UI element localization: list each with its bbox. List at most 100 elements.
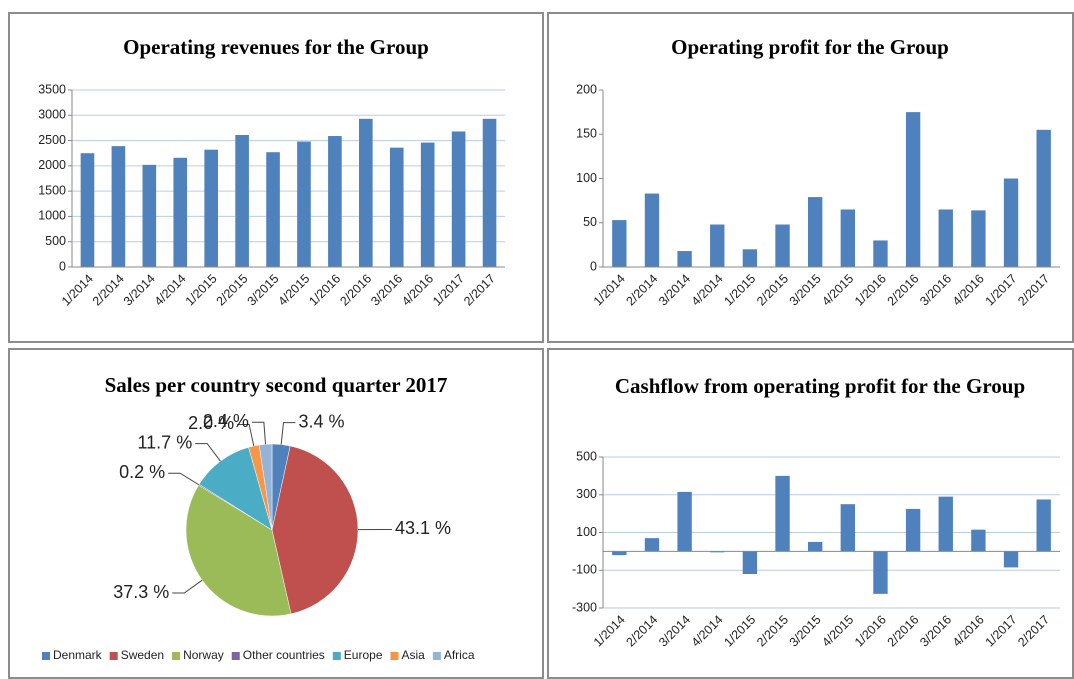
bar xyxy=(111,146,126,267)
bar xyxy=(451,131,466,267)
x-tick-label: 1/2016 xyxy=(306,272,343,309)
bar xyxy=(938,496,953,552)
bar xyxy=(297,141,311,267)
bar xyxy=(807,541,823,552)
x-tick-label: 2/2017 xyxy=(1015,613,1052,650)
y-tick-label: -300 xyxy=(572,600,597,614)
x-tick-label: 3/2014 xyxy=(121,272,158,309)
bar xyxy=(142,164,157,267)
bar xyxy=(482,118,497,267)
x-tick-label: 4/2014 xyxy=(152,272,189,309)
chart-title: Sales per country second quarter 2017 xyxy=(104,373,448,397)
legend-swatch xyxy=(42,652,50,660)
y-tick-label: 150 xyxy=(576,127,597,141)
y-tick-label: 1500 xyxy=(38,183,66,197)
x-tick-label: 3/2016 xyxy=(917,272,954,309)
data-label: 2.4 % xyxy=(203,411,249,431)
x-tick-label: 2/2016 xyxy=(885,272,922,309)
x-tick-label: 1/2016 xyxy=(852,272,889,309)
x-tick-label: 4/2014 xyxy=(689,613,726,650)
y-tick-label: 100 xyxy=(576,171,597,185)
bar xyxy=(328,136,342,267)
bar xyxy=(644,538,660,552)
y-tick-label: 2500 xyxy=(38,133,66,147)
leader-line xyxy=(237,423,255,447)
bar xyxy=(1003,551,1019,568)
bar xyxy=(938,209,953,267)
x-tick-label: 2/2016 xyxy=(885,613,922,650)
legend-swatch xyxy=(332,652,341,660)
bar xyxy=(905,112,921,267)
x-tick-label: 1/2015 xyxy=(183,272,220,309)
legend-label: Asia xyxy=(402,648,426,662)
bar xyxy=(420,142,435,267)
bar xyxy=(204,149,218,267)
x-tick-label: 3/2015 xyxy=(245,272,282,309)
bar xyxy=(971,210,986,267)
x-tick-label: 2/2016 xyxy=(337,272,374,309)
x-tick-label: 1/2017 xyxy=(983,272,1020,309)
legend-swatch xyxy=(231,652,240,660)
bar xyxy=(710,224,725,267)
pie-slice xyxy=(185,484,292,617)
x-tick-label: 4/2016 xyxy=(399,272,436,309)
y-tick-label: -100 xyxy=(572,563,597,577)
bar xyxy=(775,224,790,267)
chart-title: Operating revenues for the Group xyxy=(123,35,429,59)
x-tick-label: 2/2017 xyxy=(1015,272,1052,309)
legend-swatch xyxy=(109,652,118,660)
y-tick-label: 0 xyxy=(59,259,66,273)
y-tick-label: 300 xyxy=(576,487,597,501)
bar xyxy=(235,135,249,267)
bar xyxy=(840,504,856,552)
x-tick-label: 3/2014 xyxy=(656,613,693,650)
panel xyxy=(547,12,1074,343)
x-tick-label: 1/2016 xyxy=(852,613,889,650)
x-tick-label: 1/2017 xyxy=(983,613,1020,650)
bar xyxy=(612,220,627,267)
x-tick-label: 1/2014 xyxy=(59,272,96,309)
x-tick-label: 4/2016 xyxy=(950,272,987,309)
y-tick-label: 50 xyxy=(583,215,597,229)
leader-line xyxy=(195,443,221,462)
x-tick-label: 2/2015 xyxy=(754,613,791,650)
bar xyxy=(742,249,758,267)
x-tick-label: 4/2015 xyxy=(275,272,312,309)
pie-slice xyxy=(198,446,273,531)
x-tick-label: 4/2015 xyxy=(819,272,856,309)
panel xyxy=(547,348,1074,679)
y-tick-label: 3000 xyxy=(38,108,66,122)
bar xyxy=(677,251,692,267)
data-label: 2.0 % xyxy=(188,413,234,433)
x-tick-label: 1/2017 xyxy=(430,272,467,309)
x-tick-label: 3/2014 xyxy=(656,272,693,309)
bar xyxy=(612,551,627,556)
y-tick-label: 0 xyxy=(590,259,597,273)
x-tick-label: 4/2014 xyxy=(689,272,726,309)
chart-title: Operating profit for the Group xyxy=(671,35,949,59)
y-tick-label: 200 xyxy=(576,82,597,96)
legend-label: Other countries xyxy=(243,648,325,662)
y-tick-label: 2000 xyxy=(38,158,66,172)
bar xyxy=(840,209,856,267)
x-tick-label: 1/2014 xyxy=(591,613,628,650)
x-tick-label: 2/2014 xyxy=(90,272,127,309)
bar xyxy=(173,157,188,267)
x-tick-label: 2/2014 xyxy=(623,272,660,309)
bar xyxy=(873,551,888,594)
leader-line xyxy=(280,422,296,445)
bar xyxy=(677,491,692,552)
data-label: 3.4 % xyxy=(299,411,345,431)
leader-line xyxy=(251,421,267,445)
y-tick-label: 500 xyxy=(576,449,597,463)
x-tick-label: 2/2015 xyxy=(214,272,251,309)
legend-label: Norway xyxy=(183,648,224,662)
x-tick-label: 3/2015 xyxy=(787,613,824,650)
data-label: 11.7 % xyxy=(138,432,193,452)
legend-label: Denmark xyxy=(53,648,103,662)
x-tick-label: 2/2017 xyxy=(461,272,498,309)
data-label: 37.3 % xyxy=(113,582,169,602)
y-tick-label: 3500 xyxy=(38,82,66,96)
bar xyxy=(742,551,758,575)
